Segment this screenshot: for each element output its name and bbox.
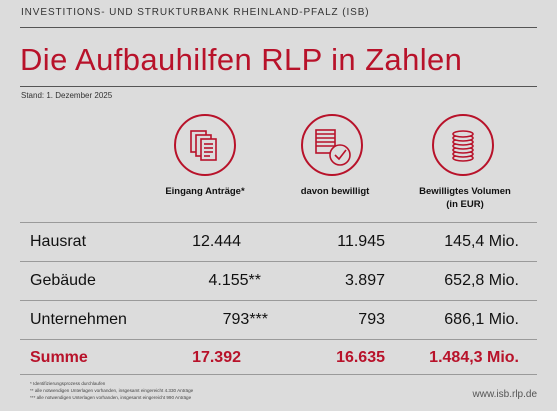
column-header-bewilligt: davon bewilligt: [300, 186, 370, 197]
table-row-summe: Summe 17.392 16.635 1.484,3 Mio.: [20, 341, 537, 377]
page-title: Die Aufbauhilfen RLP in Zahlen: [20, 42, 463, 77]
column-header-volumen-line1: Bewilligtes Volumen: [419, 186, 511, 197]
row-divider: [20, 300, 537, 301]
table-top-rule: [20, 222, 537, 223]
row-divider: [20, 261, 537, 262]
column-header-volumen-line2: (in EUR): [446, 199, 484, 210]
organization-name: INVESTITIONS- UND STRUKTURBANK RHEINLAND…: [21, 7, 370, 18]
footnote: ** alle notwendigen Unterlagen vorhanden…: [30, 388, 194, 393]
row-divider: [20, 339, 537, 340]
table-bottom-rule: [20, 374, 537, 375]
cell-volumen: 652,8 Mio.: [444, 272, 519, 289]
table-row-unternehmen: Unternehmen 793*** 793 686,1 Mio.: [20, 303, 537, 339]
footnote: *** alle notwendigen Unterlagen vorhande…: [30, 395, 192, 400]
cell-antraege: 17.392: [192, 349, 241, 366]
column-header-volumen: Bewilligtes Volumen (in EUR): [405, 185, 525, 211]
cell-antraege: 793***: [222, 311, 268, 328]
title-rule: [20, 86, 537, 87]
row-label: Hausrat: [30, 233, 87, 250]
cell-volumen: 145,4 Mio.: [444, 233, 519, 250]
cell-antraege: 12.444: [192, 233, 241, 250]
row-label: Unternehmen: [30, 311, 127, 328]
footnote: * Identifizierungsprozess durchlaufen: [30, 381, 106, 386]
table-row-hausrat: Hausrat 12.444 11.945 145,4 Mio.: [20, 225, 537, 261]
column-header-antraege: Eingang Anträge*: [165, 186, 245, 197]
cell-bewilligt: 793: [358, 311, 385, 328]
cell-volumen: 686,1 Mio.: [444, 311, 519, 328]
top-rule: [20, 27, 537, 28]
stand-date: Stand: 1. Dezember 2025: [21, 91, 113, 100]
table-row-gebaeude: Gebäude 4.155** 3.897 652,8 Mio.: [20, 264, 537, 300]
website-url: www.isb.rlp.de: [472, 389, 537, 400]
cell-volumen: 1.484,3 Mio.: [429, 349, 519, 366]
approved-documents-icon: [301, 114, 363, 176]
cell-bewilligt: 11.945: [337, 233, 385, 250]
cell-bewilligt: 16.635: [336, 349, 385, 366]
documents-icon: [174, 114, 236, 176]
cell-bewilligt: 3.897: [344, 272, 385, 289]
row-label: Summe: [30, 349, 88, 366]
cell-antraege: 4.155**: [208, 272, 262, 289]
coin-stack-icon: [432, 114, 494, 176]
row-label: Gebäude: [30, 272, 96, 289]
